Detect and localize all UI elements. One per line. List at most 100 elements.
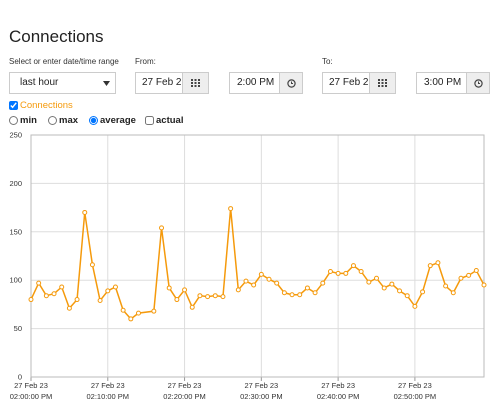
data-point: [159, 225, 165, 231]
calendar-icon: [378, 79, 387, 87]
data-point: [74, 297, 80, 303]
data-point: [82, 209, 88, 215]
data-point: [97, 298, 103, 304]
data-point: [251, 282, 257, 288]
page-title: Connections: [9, 27, 104, 46]
data-point: [427, 263, 433, 269]
data-point: [374, 275, 380, 281]
mode-radio[interactable]: [9, 116, 18, 125]
data-point: [266, 276, 272, 282]
clock-icon: [474, 79, 483, 88]
data-point: [182, 287, 188, 293]
data-point: [473, 268, 479, 274]
series-checkbox[interactable]: [9, 101, 18, 110]
data-point: [466, 272, 472, 278]
plot-border: [30, 134, 485, 378]
data-point: [151, 308, 157, 314]
data-point: [36, 280, 42, 286]
data-point: [389, 281, 395, 287]
data-point: [281, 290, 287, 296]
data-point: [450, 290, 456, 296]
to-calendar-button[interactable]: [369, 72, 396, 94]
data-point: [297, 292, 303, 298]
data-point: [404, 293, 410, 299]
data-point: [289, 292, 295, 298]
data-point: [350, 263, 356, 269]
x-tick-label: 27 Feb 23: [321, 381, 355, 390]
actual-toggle[interactable]: actual: [145, 115, 183, 126]
data-point: [128, 316, 134, 322]
mode-label: min: [20, 115, 37, 126]
mode-radio[interactable]: [89, 116, 98, 125]
y-tick-label: 200: [9, 179, 22, 188]
x-tick-label: 27 Feb 23: [14, 381, 48, 390]
clock-icon: [287, 79, 296, 88]
y-tick-label: 150: [9, 227, 22, 236]
series-toggle[interactable]: Connections: [9, 100, 73, 111]
mode-option[interactable]: min: [9, 115, 37, 126]
x-tick-label: 27 Feb 23: [244, 381, 278, 390]
from-clock-button[interactable]: [279, 72, 303, 94]
data-point: [381, 285, 387, 291]
to-label: To:: [322, 57, 333, 66]
range-label: Select or enter date/time range: [9, 57, 119, 66]
mode-option[interactable]: max: [48, 115, 78, 126]
to-clock-button[interactable]: [466, 72, 490, 94]
actual-label: actual: [156, 115, 184, 126]
data-point: [89, 262, 95, 268]
data-point: [235, 287, 241, 293]
data-point: [412, 303, 418, 309]
x-tick-label: 02:10:00 PM: [87, 392, 130, 401]
data-point: [189, 304, 195, 310]
data-point: [28, 297, 34, 303]
data-point: [458, 275, 464, 281]
data-point: [51, 291, 57, 297]
data-point: [274, 280, 280, 286]
data-point: [343, 270, 349, 276]
data-point: [112, 284, 118, 290]
to-time[interactable]: 3:00 PM: [416, 72, 467, 94]
dropdown-arrow: [103, 81, 110, 86]
from-calendar-button[interactable]: [182, 72, 209, 94]
from-label: From:: [135, 57, 156, 66]
mode-option[interactable]: average: [89, 115, 136, 126]
x-tick-label: 02:20:00 PM: [163, 392, 206, 401]
data-point: [358, 268, 364, 274]
x-tick-label: 27 Feb 23: [91, 381, 125, 390]
data-point: [197, 293, 203, 299]
actual-checkbox[interactable]: [145, 116, 154, 125]
x-tick-label: 02:50:00 PM: [394, 392, 437, 401]
mode-radio[interactable]: [48, 116, 57, 125]
chart: 0 50 100 150 200 250 27 Feb 23 02:00:00 PM 27 Fe…: [9, 131, 487, 401]
data-point: [258, 271, 264, 277]
range-select[interactable]: last hour: [9, 72, 116, 94]
data-point: [335, 270, 341, 276]
data-point: [397, 288, 403, 294]
data-point: [481, 282, 487, 288]
data-point: [220, 294, 226, 300]
data-point: [304, 285, 310, 291]
y-tick-label: 250: [9, 131, 22, 140]
data-point: [59, 284, 65, 290]
mode-label: max: [59, 115, 79, 126]
data-point: [243, 278, 249, 284]
from-time[interactable]: 2:00 PM: [229, 72, 280, 94]
data-point: [327, 268, 333, 274]
calendar-icon: [191, 79, 200, 87]
data-point: [312, 290, 318, 296]
data-point: [420, 289, 426, 295]
x-tick-label: 02:40:00 PM: [317, 392, 360, 401]
data-point: [66, 305, 72, 311]
data-point: [228, 206, 234, 212]
series-label: Connections: [20, 100, 73, 111]
to-date[interactable]: 27 Feb 2: [322, 72, 370, 94]
x-tick-label: 27 Feb 23: [168, 381, 202, 390]
mode-label: average: [100, 115, 136, 126]
range-select-value: last hour: [20, 77, 59, 88]
from-date[interactable]: 27 Feb 2: [135, 72, 183, 94]
y-tick-label: 0: [18, 373, 22, 382]
y-tick-label: 50: [14, 324, 22, 333]
data-point: [166, 285, 172, 291]
data-point: [174, 297, 180, 303]
